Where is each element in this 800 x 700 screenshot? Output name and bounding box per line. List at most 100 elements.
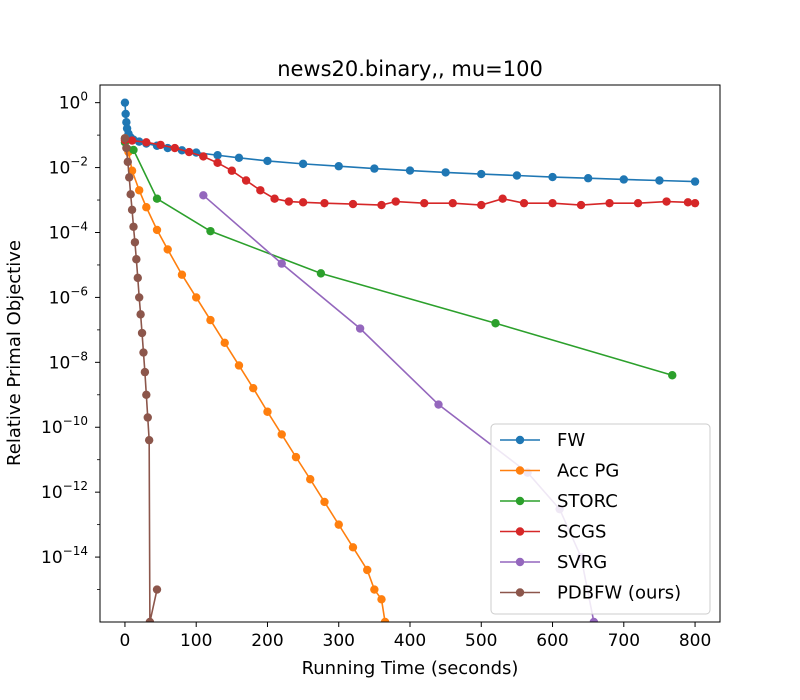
x-axis-label: Running Time (seconds) [302,658,519,679]
y-axis-label: Relative Primal Objective [4,240,25,466]
data-point [122,143,131,153]
data-point [133,273,142,283]
data-point [249,383,258,393]
data-point [668,371,677,380]
data-point [137,328,147,338]
data-point [134,293,144,302]
data-point [655,176,664,185]
data-point [277,259,286,268]
data-point [256,186,265,195]
data-point [284,197,294,206]
data-point [690,198,700,208]
data-point [316,269,326,278]
data-point [619,175,628,184]
data-point [377,200,386,210]
y-tick-label: 10−12 [41,479,88,503]
y-tick-label: 10−6 [49,284,88,308]
data-point [380,617,390,622]
legend-marker [515,466,525,475]
x-tick-label: 0 [120,631,131,651]
data-point [512,171,522,180]
data-point [391,197,400,206]
data-point [140,367,150,377]
data-point [605,198,614,208]
x-tick-label: 800 [679,631,711,651]
data-point [355,324,365,333]
legend-marker [515,435,525,445]
data-point [291,452,301,462]
x-tick-label: 500 [465,631,497,651]
y-tick-label: 10−2 [49,155,88,179]
data-point [213,158,222,168]
data-point [348,543,358,552]
data-point [192,293,201,302]
data-point [320,497,329,507]
data-point [576,200,586,210]
data-point [277,430,286,439]
data-point [434,400,443,409]
data-point [170,143,180,153]
data-point [132,255,141,264]
data-point [121,109,130,119]
data-point [152,194,162,203]
data-point [199,191,208,200]
data-point [298,198,308,207]
data-point [120,134,130,143]
data-point [143,413,152,422]
y-tick-label: 10−8 [49,349,88,373]
data-point [334,520,343,529]
legend-label: FW [557,430,585,451]
data-point [234,153,244,163]
series-scgs [120,135,700,210]
data-point [122,118,131,127]
data-point [690,177,700,186]
data-point [206,226,215,236]
data-point [220,338,229,347]
data-point [130,238,140,247]
data-point [519,198,529,208]
y-axis: 100 10−2 10−4 10−6 10−8 10−10 10−12 10−14 [41,90,100,590]
data-point [363,565,372,575]
data-point [139,348,148,357]
data-point [144,435,154,445]
data-point [477,200,486,210]
series-layer [120,98,700,622]
data-point [370,585,379,594]
legend-label: STORC [557,491,618,512]
x-tick-label: 600 [536,631,568,651]
data-point [583,174,593,183]
y-tick-label: 100 [59,90,88,114]
legend-marker [515,557,525,567]
data-point [125,173,134,182]
data-point [320,198,329,208]
data-point [683,198,693,207]
data-point [129,222,138,231]
data-point [633,198,643,208]
data-point [589,617,599,622]
legend: FW Acc PG STORC SCGS SVRG PDBFW (ours) [490,423,711,615]
data-point [184,147,194,157]
data-point [213,151,222,160]
data-point [441,168,450,177]
data-point [129,145,138,155]
data-point [152,585,162,594]
legend-label: PDBFW (ours) [557,583,681,604]
legend-marker [515,496,525,506]
y-tick-label: 10−4 [49,219,88,243]
data-point [548,172,557,182]
data-point [234,361,244,370]
data-point [448,198,457,208]
data-point [298,159,308,169]
x-tick-label: 700 [608,631,640,651]
data-point [263,407,272,416]
legend-marker [515,588,525,597]
data-point [370,164,379,173]
legend-label: SCGS [557,522,606,543]
data-point [142,203,151,212]
data-point [127,166,137,175]
data-point [156,140,165,150]
chart-title: news20.binary,, mu=100 [277,57,543,81]
x-axis: 0 100 200 300 400 500 600 700 800 [120,622,711,651]
legend-box [490,423,711,615]
data-point [206,315,215,325]
